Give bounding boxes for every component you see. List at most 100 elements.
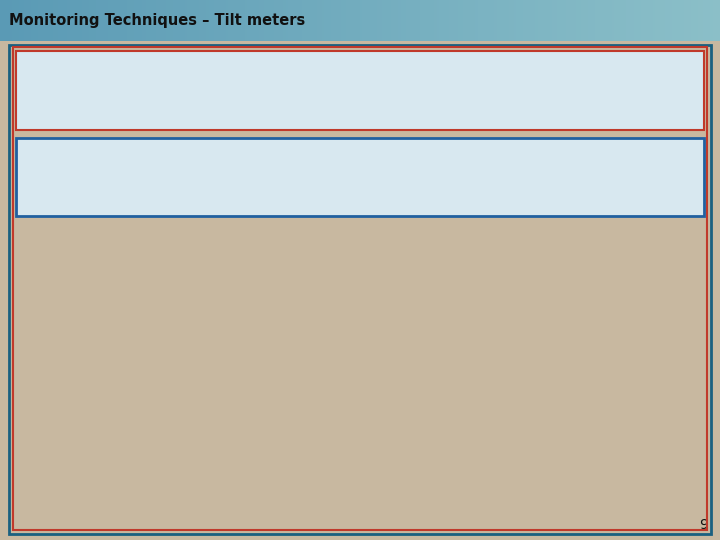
Bar	[156, 0, 160, 40]
Bar	[13, 47, 707, 530]
Bar	[341, 0, 345, 40]
Bar	[590, 0, 594, 40]
Bar	[48, 0, 52, 40]
Bar	[149, 0, 153, 40]
Bar	[538, 0, 541, 40]
Text: Animation similar to Reid’s here!: Animation similar to Reid’s here!	[20, 164, 513, 190]
Bar	[17, 0, 21, 40]
Bar	[338, 0, 342, 40]
Bar	[317, 0, 320, 40]
Bar	[398, 0, 402, 40]
Bar	[110, 0, 114, 40]
Bar	[675, 0, 678, 40]
Bar	[137, 0, 140, 40]
X-axis label: m: (HST): m: (HST)	[302, 521, 346, 530]
Bar	[382, 0, 385, 40]
Bar	[144, 0, 148, 40]
Bar	[86, 0, 90, 40]
Bar	[250, 0, 253, 40]
Bar	[343, 0, 347, 40]
Bar	[557, 0, 561, 40]
Bar	[585, 0, 590, 40]
Bar	[166, 0, 169, 40]
Bar	[125, 0, 129, 40]
Bar	[297, 0, 302, 40]
Bar	[180, 0, 184, 40]
Bar	[132, 0, 136, 40]
Bar	[99, 0, 102, 40]
Bar	[430, 0, 433, 40]
Bar	[41, 0, 45, 40]
Bar	[312, 0, 316, 40]
Bar	[257, 0, 261, 40]
Bar	[427, 0, 431, 40]
Bar	[576, 0, 580, 40]
Bar	[158, 0, 162, 40]
Bar	[207, 0, 210, 40]
Bar	[351, 0, 354, 40]
Bar	[302, 0, 306, 40]
Bar	[468, 0, 472, 40]
Bar	[526, 0, 529, 40]
Bar	[574, 0, 577, 40]
Bar	[264, 0, 268, 40]
Bar	[413, 0, 417, 40]
Bar	[552, 0, 556, 40]
Bar	[79, 0, 83, 40]
Bar	[665, 0, 669, 40]
Bar	[310, 0, 313, 40]
Legend: POC TFFH - T 333 J: POC TFFH - T 333 J	[50, 398, 148, 411]
Bar	[113, 0, 117, 40]
Bar	[192, 0, 196, 40]
Bar	[96, 0, 100, 40]
Bar	[326, 0, 330, 40]
Y-axis label: microrad: microrad	[12, 428, 22, 465]
Bar	[135, 0, 138, 40]
Bar	[610, 0, 613, 40]
Bar	[254, 0, 258, 40]
Bar	[593, 0, 597, 40]
Bar	[706, 0, 709, 40]
Bar	[367, 0, 371, 40]
Bar	[482, 0, 486, 40]
Bar	[569, 0, 572, 40]
Bar	[70, 0, 73, 40]
Bar	[408, 0, 412, 40]
Bar	[14, 0, 18, 40]
Bar	[240, 0, 244, 40]
Bar	[684, 0, 688, 40]
Bar	[324, 0, 328, 40]
Bar	[38, 0, 42, 40]
Bar	[631, 0, 635, 40]
Bar	[470, 0, 474, 40]
Bar	[346, 0, 349, 40]
Bar	[259, 0, 263, 40]
Bar	[617, 0, 621, 40]
Bar	[279, 0, 282, 40]
Bar	[490, 0, 493, 40]
Bar	[348, 0, 352, 40]
Text: 9: 9	[700, 518, 708, 532]
Bar	[72, 0, 76, 40]
Bar	[58, 0, 61, 40]
Bar	[540, 0, 544, 40]
Bar	[648, 0, 652, 40]
Bar	[653, 0, 657, 40]
Bar	[521, 0, 525, 40]
Bar	[513, 0, 518, 40]
Bar	[672, 0, 676, 40]
Bar	[36, 0, 40, 40]
Bar	[288, 0, 292, 40]
Bar	[454, 0, 457, 40]
Bar	[499, 0, 503, 40]
Bar	[175, 0, 179, 40]
Bar	[689, 0, 693, 40]
Bar	[225, 0, 230, 40]
Bar	[650, 0, 654, 40]
Bar	[139, 0, 143, 40]
Bar	[293, 0, 297, 40]
Bar	[307, 0, 311, 40]
Bar	[77, 0, 81, 40]
Bar	[127, 0, 131, 40]
Bar	[117, 0, 122, 40]
